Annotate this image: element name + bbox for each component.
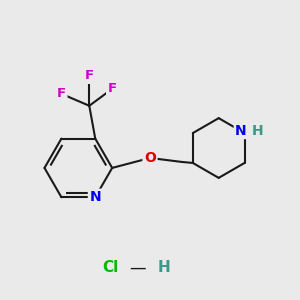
Text: Cl: Cl [102,260,118,275]
Text: F: F [85,69,94,82]
Text: N: N [89,190,101,204]
Text: H: H [252,124,263,138]
Text: F: F [108,82,117,95]
Text: O: O [144,151,156,165]
Text: —: — [130,259,146,277]
Text: F: F [57,87,66,100]
Text: H: H [158,260,170,275]
Text: N: N [235,124,246,138]
